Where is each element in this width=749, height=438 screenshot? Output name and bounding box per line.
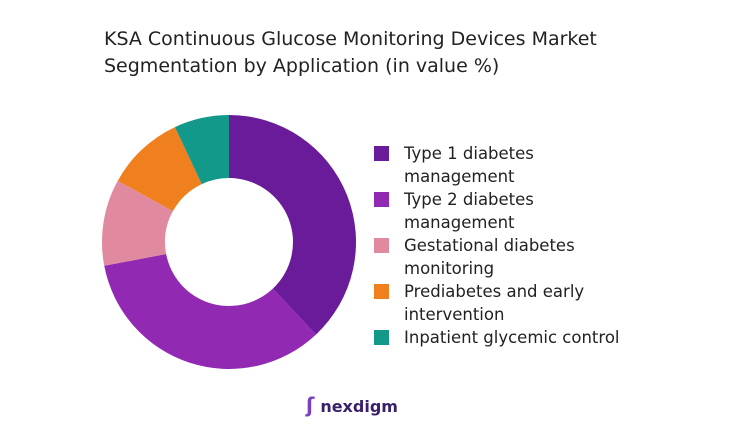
donut-slice [229, 115, 356, 335]
legend-label: Inpatient glycemic control [404, 328, 620, 347]
legend-swatch [374, 146, 389, 161]
legend-label: Type 1 diabetes management [404, 144, 534, 186]
legend: Type 1 diabetes management Type 2 diabete… [374, 142, 644, 349]
legend-swatch [374, 330, 389, 345]
logo-icon: ʃ [306, 393, 315, 417]
legend-label: Gestational diabetes monitoring [404, 236, 575, 278]
donut-slice [117, 127, 202, 212]
legend-item: Type 1 diabetes management [374, 142, 604, 188]
donut-slice [102, 180, 173, 266]
legend-item: Prediabetes and early intervention [374, 280, 604, 326]
legend-item: Gestational diabetes monitoring [374, 234, 604, 280]
legend-item: Type 2 diabetes management [374, 188, 604, 234]
legend-swatch [374, 192, 389, 207]
brand-text: nexdigm [320, 397, 398, 416]
legend-swatch [374, 284, 389, 299]
donut-slice [104, 253, 316, 370]
legend-item: Inpatient glycemic control [374, 326, 644, 349]
legend-label: Type 2 diabetes management [404, 190, 534, 232]
legend-swatch [374, 238, 389, 253]
legend-label: Prediabetes and early intervention [404, 282, 585, 324]
donut-slice [174, 115, 229, 185]
brand-logo: ʃ nexdigm [306, 393, 398, 417]
chart-title: KSA Continuous Glucose Monitoring Device… [104, 28, 597, 77]
